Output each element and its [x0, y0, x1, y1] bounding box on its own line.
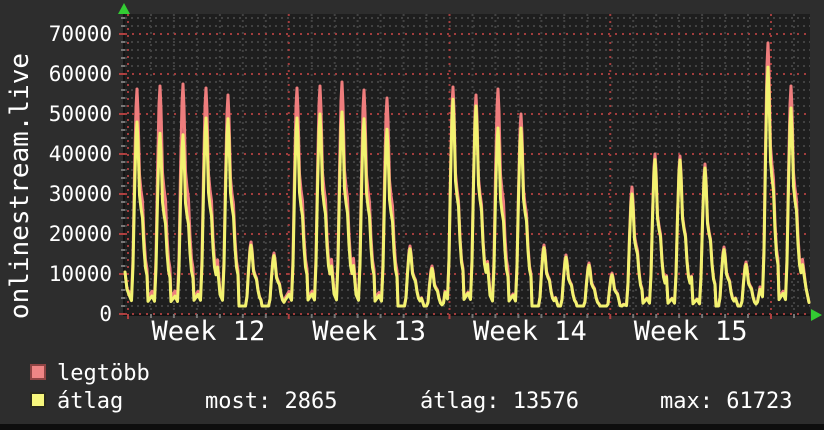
stat-atlag: átlag: 13576 [420, 390, 579, 414]
x-tick-label: Week 15 [633, 316, 748, 347]
legend-label-atlag: átlag [57, 389, 124, 414]
x-axis-arrow-icon [811, 309, 822, 321]
stat-max: max: 61723 [660, 390, 792, 414]
y-tick-label: 60000 [48, 62, 112, 86]
axis-ticks-major [119, 33, 772, 319]
y-tick-label: 0 [99, 302, 112, 326]
stat-atlag-label: átlag: [420, 389, 500, 414]
axis-ticks-minor [121, 17, 795, 318]
y-tick-label: 20000 [48, 222, 112, 246]
y-tick-label: 70000 [48, 22, 112, 46]
y-tick-label: 10000 [48, 262, 112, 286]
x-tick-label: Week 12 [151, 316, 266, 347]
stat-max-label: max: [660, 389, 713, 414]
stat-max-value: 61723 [712, 389, 793, 414]
legend-swatch-atlag [30, 392, 46, 408]
y-tick-label: 40000 [48, 142, 112, 166]
window-bottom-edge [0, 424, 824, 430]
x-tick-label: Week 14 [472, 316, 587, 347]
legend-swatch-legtobb [30, 364, 46, 380]
y-axis-arrow-icon [118, 3, 130, 14]
stat-most-label: most: [205, 389, 272, 414]
y-tick-label: 50000 [48, 102, 112, 126]
plot-area [125, 14, 810, 314]
y-tick-label: 30000 [48, 182, 112, 206]
series-atlag-line [123, 65, 811, 308]
legend-label-legtobb: legtöbb [57, 361, 150, 386]
stat-atlag-value: 13576 [499, 389, 579, 414]
grid-minor [125, 14, 810, 314]
stat-most: most: 2865 [205, 390, 337, 414]
x-tick-label: Week 13 [312, 316, 426, 347]
stat-most-value: 2865 [271, 389, 338, 414]
